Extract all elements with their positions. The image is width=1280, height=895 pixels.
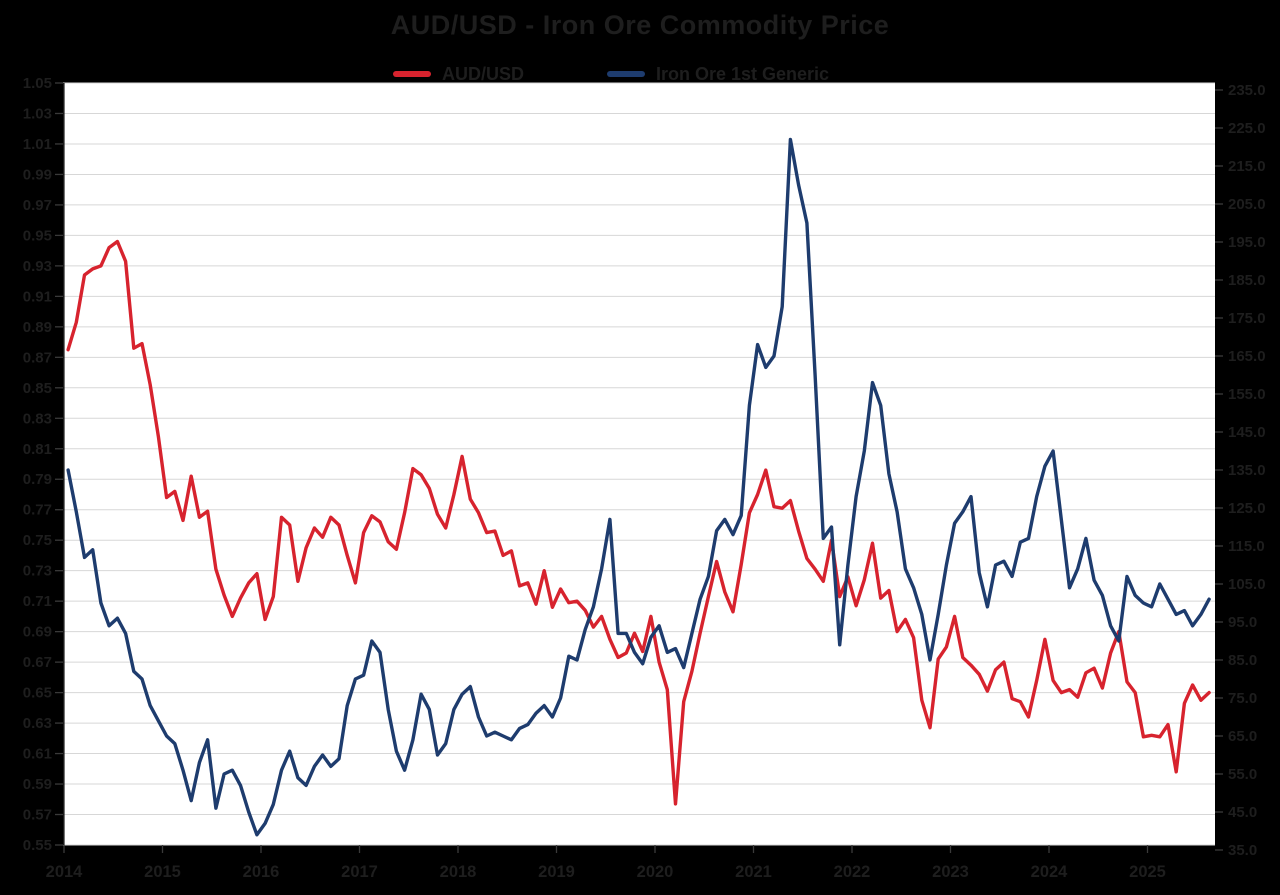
legend-swatch-iron-ore [607, 71, 645, 77]
y-axis-left-tick-label: 0.67 [23, 654, 52, 671]
x-axis-tick-label: 2017 [341, 863, 378, 881]
series-lines [66, 137, 1211, 837]
y-axis-right-tick-label: 145.0 [1228, 424, 1266, 441]
y-axis-left-tick-label: 1.05 [23, 75, 52, 92]
x-axis-tick-label: 2025 [1129, 863, 1166, 881]
y-axis-right-tick-label: 85.0 [1228, 652, 1257, 669]
y-axis-left-tick-label: 0.79 [23, 471, 52, 488]
y-axis-right-tick-label: 225.0 [1228, 120, 1266, 137]
y-axis-left-tick-label: 0.71 [23, 593, 52, 610]
y-axis-right-tick-label: 105.0 [1228, 576, 1266, 593]
y-axis-left-tick-label: 0.87 [23, 349, 52, 366]
y-axis-left-tick-label: 0.99 [23, 166, 52, 183]
x-axis-tick-label: 2020 [637, 863, 674, 881]
y-axis-left-tick-label: 0.63 [23, 715, 52, 732]
x-axis-tick-label: 2019 [538, 863, 575, 881]
x-axis-tick-label: 2018 [440, 863, 477, 881]
x-axis-tick-label: 2015 [144, 863, 181, 881]
y-axis-right-tick-label: 95.0 [1228, 614, 1257, 631]
legend-item-iron-ore: Iron Ore 1st Generic [607, 64, 829, 84]
y-axis-right-tick-label: 65.0 [1228, 728, 1257, 745]
legend-label-iron-ore: Iron Ore 1st Generic [656, 63, 830, 84]
gridlines [63, 82, 1215, 846]
y-axis-left-tick-label: 1.01 [23, 136, 52, 153]
chart-title: AUD/USD - Iron Ore Commodity Price [390, 10, 890, 40]
y-axis-left-tick-label: 0.83 [23, 410, 52, 427]
x-axis-tick-label: 2014 [46, 863, 84, 881]
y-axis-right-tick-label: 205.0 [1228, 196, 1266, 213]
y-axis-right-tick-label: 195.0 [1228, 234, 1266, 251]
y-axis-left-tick-label: 0.65 [23, 685, 52, 702]
y-axis-left-tick-label: 0.73 [23, 563, 52, 580]
y-axis-right-tick-label: 45.0 [1228, 804, 1257, 821]
series-line-aud-usd [66, 239, 1211, 806]
y-axis-left-tick-label: 1.03 [23, 105, 52, 122]
y-axis-left-tick-label: 0.69 [23, 624, 52, 641]
legend-item-aud-usd: AUD/USD [393, 64, 524, 84]
series-line-iron-ore-1st-generic [66, 137, 1211, 837]
y-axis-right-tick-label: 75.0 [1228, 690, 1257, 707]
y-axis-left-tick-label: 0.77 [23, 502, 52, 519]
x-axis-tick-label: 2016 [243, 863, 280, 881]
y-axis-right-tick-label: 135.0 [1228, 462, 1266, 479]
y-axis-right-tick-label: 185.0 [1228, 272, 1266, 289]
y-axis-right-tick-label: 165.0 [1228, 348, 1266, 365]
y-axis-right-tick-label: 125.0 [1228, 500, 1266, 517]
y-axis-right-tick-label: 35.0 [1228, 842, 1257, 859]
y-axis-left-tick-label: 0.61 [23, 746, 52, 763]
y-axis-right-tick-label: 235.0 [1228, 82, 1266, 99]
y-axis-right-tick-label: 115.0 [1228, 538, 1265, 555]
x-axis-tick-label: 2021 [735, 863, 772, 881]
y-axis-left-tick-label: 0.85 [23, 380, 52, 397]
y-axis-right-tick-label: 215.0 [1228, 158, 1266, 175]
legend-swatch-aud-usd [393, 71, 431, 77]
x-axis-tick-label: 2023 [932, 863, 969, 881]
y-axis-left-tick-label: 0.75 [23, 532, 52, 549]
y-axis-left-tick-label: 0.59 [23, 776, 52, 793]
y-axis-left-tick-label: 0.81 [23, 441, 52, 458]
y-axis-right-tick-label: 55.0 [1228, 766, 1257, 783]
x-axis-tick-label: 2022 [834, 863, 871, 881]
y-axis-left-tick-label: 0.57 [23, 807, 52, 824]
axis-labels: 1.05 1.03 1.01 0.99 0.97 0.95 0.93 0.91 0.89 0.87… [23, 75, 1266, 881]
y-axis-left-tick-label: 0.93 [23, 258, 52, 275]
y-axis-left-tick-label: 0.95 [23, 227, 52, 244]
y-axis-right-tick-label: 175.0 [1228, 310, 1266, 327]
x-axis-tick-label: 2024 [1031, 863, 1069, 881]
y-axis-left-tick-label: 0.89 [23, 319, 52, 336]
axis-ticks [55, 82, 1223, 853]
y-axis-left-tick-label: 0.97 [23, 197, 52, 214]
legend-label-aud-usd: AUD/USD [442, 63, 525, 84]
y-axis-right-tick-label: 155.0 [1228, 386, 1266, 403]
y-axis-left-tick-label: 0.55 [23, 837, 52, 854]
y-axis-left-tick-label: 0.91 [23, 288, 52, 305]
plot-area [63, 83, 1215, 845]
